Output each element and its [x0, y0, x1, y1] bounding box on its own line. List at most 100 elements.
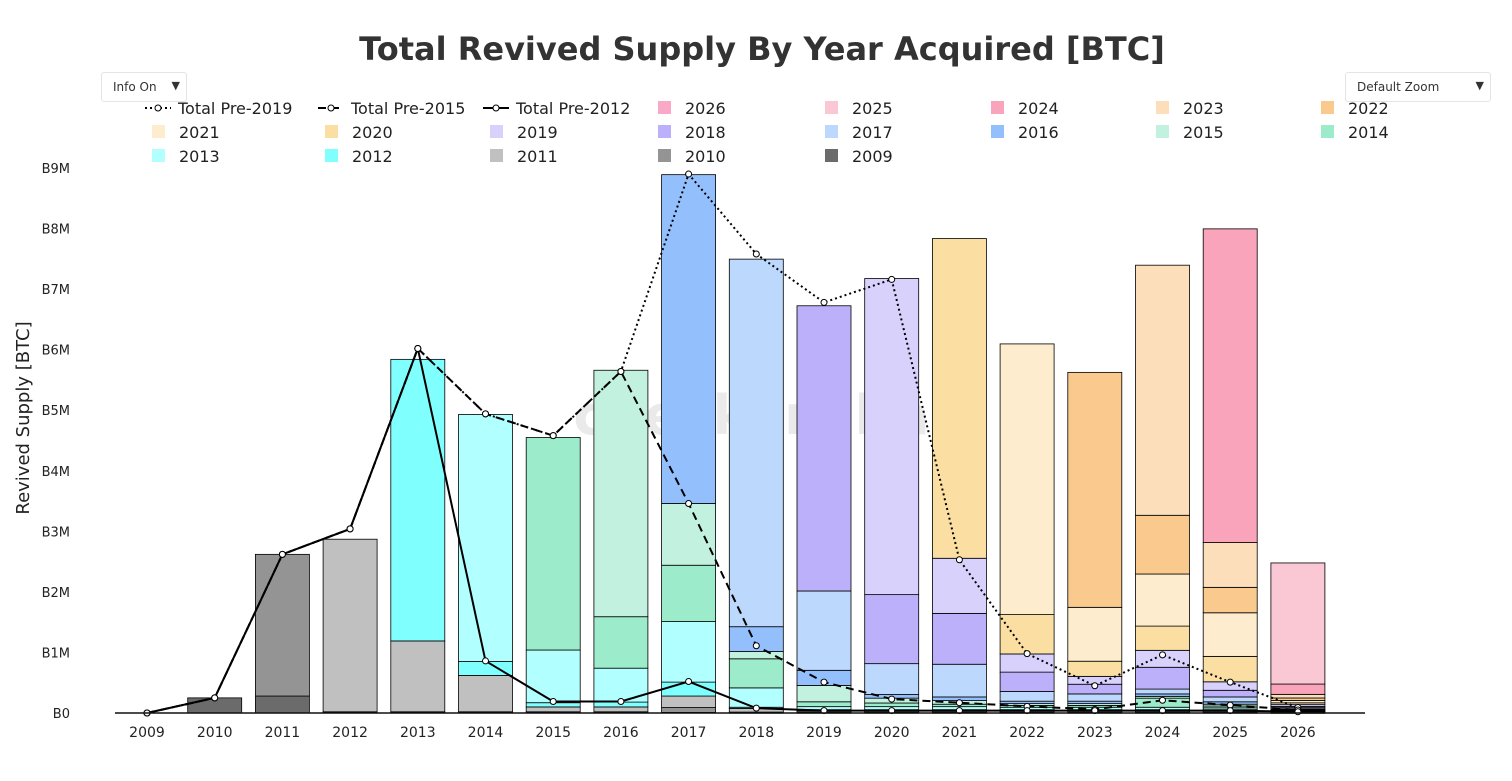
line-point[interactable] [888, 695, 896, 703]
bar-stack-2014[interactable] [458, 414, 513, 714]
bar-segment-2018-2017[interactable] [728, 258, 784, 628]
bar-stack-2024[interactable] [1135, 264, 1190, 714]
bar-segment-2025-2022[interactable] [1202, 586, 1258, 614]
line-point[interactable] [414, 344, 422, 352]
legend-item-2017[interactable]: 2017 [825, 123, 893, 142]
line-point[interactable] [752, 704, 760, 712]
bar-segment-2024-2017[interactable] [1135, 688, 1190, 695]
bar-segment-2019-2015[interactable] [796, 685, 852, 703]
bar-segment-2016-2013[interactable] [593, 667, 649, 703]
bar-segment-2015-2011[interactable] [525, 706, 581, 713]
bar-segment-2018-2013[interactable] [728, 687, 784, 708]
bar-segment-2026-2024[interactable] [1270, 683, 1326, 695]
bar-segment-2020-2017[interactable] [864, 663, 920, 695]
legend-item-2013[interactable]: 2013 [152, 147, 220, 166]
bar-segment-2020-2018[interactable] [864, 594, 920, 665]
bar-segment-2017-2014[interactable] [661, 564, 716, 622]
bar-segment-2024-2022[interactable] [1135, 514, 1190, 575]
bar-segment-2024-2021[interactable] [1135, 573, 1190, 627]
line-point[interactable] [1294, 708, 1302, 716]
line-point[interactable] [685, 170, 693, 178]
legend-item-2014[interactable]: 2014 [1321, 123, 1389, 142]
line-point[interactable] [482, 410, 489, 418]
bar-segment-2017-2015[interactable] [661, 503, 716, 566]
bar-stack-2018[interactable] [728, 258, 784, 714]
bar-stack-2011[interactable] [254, 553, 310, 714]
bar-segment-2016-2014[interactable] [593, 616, 649, 669]
legend-item-2011[interactable]: 2011 [490, 147, 558, 166]
line-point[interactable] [1023, 650, 1031, 658]
bar-segment-2016-2011[interactable] [593, 706, 649, 713]
line-point[interactable] [752, 642, 760, 650]
info-toggle-button[interactable]: Info On ▼ [101, 72, 187, 102]
line-point[interactable] [346, 525, 354, 533]
line-point[interactable] [549, 432, 557, 440]
line-point[interactable] [211, 694, 219, 702]
legend-item-2010[interactable]: 2010 [658, 147, 726, 166]
bar-segment-2017-2016[interactable] [661, 174, 716, 504]
bar-stack-2020[interactable] [864, 278, 920, 714]
bar-segment-2011-2009[interactable] [254, 695, 310, 714]
bar-stack-2022[interactable] [999, 343, 1055, 714]
bar-segment-2021-2018[interactable] [932, 612, 987, 665]
bar-stack-2016[interactable] [593, 369, 649, 714]
bar-segment-2026-2025[interactable] [1270, 562, 1326, 685]
legend-item-total-pre-2015[interactable]: Total Pre-2015 [318, 99, 465, 118]
legend-item-total-pre-2012[interactable]: Total Pre-2012 [483, 99, 630, 118]
legend-item-2026[interactable]: 2026 [658, 99, 726, 118]
bar-segment-2013-2012[interactable] [390, 358, 446, 642]
legend-item-2020[interactable]: 2020 [325, 123, 393, 142]
legend-item-2025[interactable]: 2025 [825, 99, 893, 118]
bar-segment-2011-2010[interactable] [254, 553, 310, 697]
zoom-select-button[interactable]: Default Zoom ▼ [1345, 72, 1491, 102]
bar-segment-2025-2021[interactable] [1202, 612, 1258, 657]
legend-item-2019[interactable]: 2019 [490, 123, 558, 142]
bar-segment-2026-2023[interactable] [1270, 693, 1326, 699]
bar-segment-2012-2011[interactable] [322, 538, 378, 713]
bar-segment-2021-2017[interactable] [932, 663, 987, 698]
bar-stack-2021[interactable] [932, 238, 987, 714]
bar-stack-2017[interactable] [661, 174, 716, 714]
bar-segment-2025-2023[interactable] [1202, 542, 1258, 588]
line-path[interactable] [146, 172, 1299, 714]
line-point[interactable] [617, 367, 625, 375]
line-point[interactable] [955, 699, 963, 707]
legend-item-2021[interactable]: 2021 [152, 123, 220, 142]
bar-stack-2026[interactable] [1270, 562, 1326, 714]
bar-stack-2023[interactable] [1067, 371, 1123, 714]
bar-segment-2020-2019[interactable] [864, 278, 920, 596]
bar-segment-2022-2018[interactable] [999, 671, 1055, 692]
bar-segment-2019-2017[interactable] [796, 590, 852, 671]
bar-segment-2024-2020[interactable] [1135, 625, 1190, 651]
bar-segment-2020-2014[interactable] [864, 702, 920, 708]
bar-segment-2022-2020[interactable] [999, 614, 1055, 655]
bar-segment-2018-2014[interactable] [728, 658, 784, 689]
bar-segment-2025-2017[interactable] [1202, 696, 1258, 703]
legend-item-2009[interactable]: 2009 [825, 147, 893, 166]
line-point[interactable] [685, 678, 693, 686]
line-point[interactable] [1159, 696, 1166, 704]
line-point[interactable] [482, 657, 489, 665]
legend-item-2022[interactable]: 2022 [1321, 99, 1389, 118]
line-point[interactable] [685, 499, 693, 507]
bar-segment-2019-2018[interactable] [796, 305, 852, 592]
bar-stack-2012[interactable] [322, 538, 378, 714]
legend-item-2024[interactable]: 2024 [991, 99, 1059, 118]
bar-segment-2024-2023[interactable] [1135, 264, 1190, 516]
bar-segment-2014-2011[interactable] [458, 675, 513, 713]
bar-segment-2024-2018[interactable] [1135, 666, 1190, 690]
line-point[interactable] [549, 697, 557, 705]
bar-segment-2022-2021[interactable] [999, 343, 1055, 615]
bar-segment-2016-2015[interactable] [593, 369, 649, 618]
bar-stack-2013[interactable] [390, 358, 446, 714]
bar-segment-2018-2015[interactable] [728, 651, 784, 660]
line-path[interactable] [146, 344, 1298, 714]
bar-segment-2023-2021[interactable] [1067, 606, 1123, 662]
bar-segment-2021-2019[interactable] [932, 557, 987, 614]
legend-item-total-pre-2019[interactable]: Total Pre-2019 [145, 99, 292, 118]
bar-segment-2025-2018[interactable] [1202, 689, 1258, 698]
line-point[interactable] [1226, 678, 1234, 686]
legend-item-2023[interactable]: 2023 [1156, 99, 1224, 118]
bar-segment-2017-2013[interactable] [661, 621, 716, 683]
line-point[interactable] [1159, 651, 1166, 659]
